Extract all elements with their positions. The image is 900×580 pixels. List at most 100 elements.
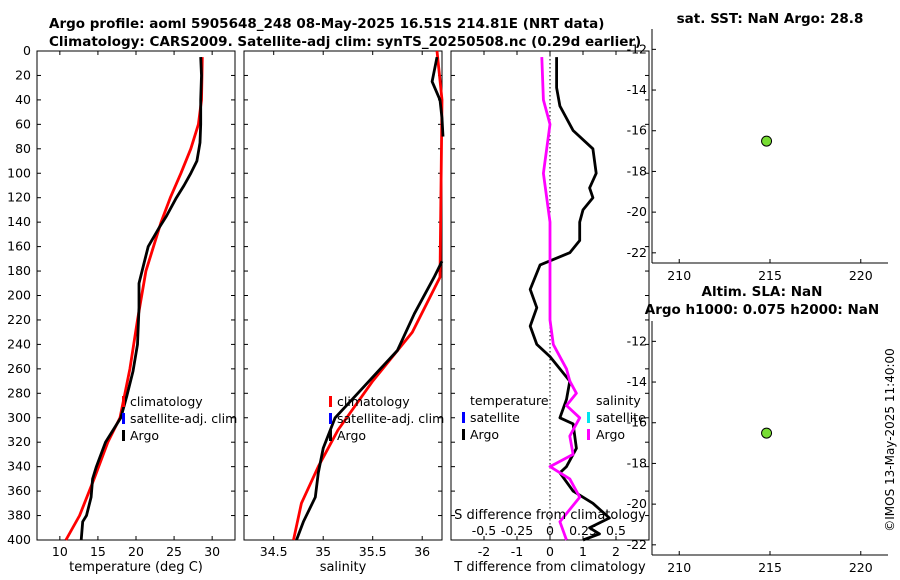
depth-tick-label-4: 80 <box>15 141 31 156</box>
sla-ytick-label-1: -14 <box>627 374 647 389</box>
imos-timestamp-label: ©IMOS 13-May-2025 11:40:00 <box>883 348 897 532</box>
diff-legend-right-swatch-2 <box>587 429 590 440</box>
diff-legend-left-title: temperature <box>470 393 549 408</box>
depth-tick-label-7: 140 <box>7 214 31 229</box>
salinity-xtick-label-3: 36 <box>414 544 430 559</box>
salinity-legend-swatch-0 <box>329 396 332 407</box>
sla-profile-location-point-0 <box>761 427 773 439</box>
depth-tick-label-18: 360 <box>7 483 31 498</box>
sst-xtick-label-1: 215 <box>758 268 782 283</box>
sst-ytick-label-3: -18 <box>627 163 647 178</box>
temperature-xtick-label-2: 20 <box>128 544 144 559</box>
sst-ytick-label-2: -16 <box>627 123 647 138</box>
sla-title-line-2: Argo h1000: 0.075 h2000: NaN <box>645 302 879 318</box>
salinity-legend-label-1: satellite-adj. clim <box>337 411 444 426</box>
diff-legend-left-swatch-2 <box>462 429 465 440</box>
depth-tick-label-19: 380 <box>7 508 31 523</box>
sla-xtick-label-2: 220 <box>849 560 873 575</box>
series-line-difference-1 <box>540 57 582 541</box>
diff-top-tick-label-2: 0 <box>546 523 554 538</box>
difference-xtick-label-0: -2 <box>478 544 490 559</box>
sst-xtick-label-2: 220 <box>849 268 873 283</box>
series-line-temperature-1 <box>79 57 203 541</box>
difference-xtick-label-2: 0 <box>546 544 554 559</box>
sla-xtick-label-1: 215 <box>758 560 782 575</box>
series-line-salinity-1 <box>430 56 445 137</box>
diff-top-axis-label: S difference from climatology <box>454 508 646 523</box>
depth-tick-label-13: 260 <box>7 361 31 376</box>
depth-tick-label-10: 200 <box>7 288 31 303</box>
sla-ytick-label-5: -22 <box>627 537 647 552</box>
salinity-legend-swatch-2 <box>329 430 332 441</box>
diff-legend-left-label-2: Argo <box>470 427 499 442</box>
depth-tick-label-0: 0 <box>23 43 31 58</box>
depth-tick-label-2: 40 <box>15 92 31 107</box>
sst-ytick-label-5: -22 <box>627 245 647 260</box>
sst-title: sat. SST: NaN Argo: 28.8 <box>677 11 864 27</box>
sla-ytick-label-4: -20 <box>627 496 647 511</box>
diff-legend-left-label-1: satellite <box>470 410 520 425</box>
temperature-xtick-label-4: 30 <box>204 544 220 559</box>
salinity-xtick-label-0: 34.5 <box>260 544 288 559</box>
depth-tick-label-20: 400 <box>7 532 31 547</box>
diff-legend-left-swatch-1 <box>462 412 465 423</box>
sst-ytick-label-4: -20 <box>627 204 647 219</box>
depth-tick-label-1: 20 <box>15 67 31 82</box>
depth-tick-label-15: 300 <box>7 410 31 425</box>
salinity-legend-label-2: Argo <box>337 428 366 443</box>
diff-legend-right-title: salinity <box>596 393 641 408</box>
diff-legend-right-label-1: satellite <box>596 410 646 425</box>
depth-tick-label-8: 160 <box>7 239 31 254</box>
temperature-legend-label-1: satellite-adj. clim <box>130 411 237 426</box>
diff-top-tick-label-1: -0.25 <box>501 523 533 538</box>
depth-tick-label-16: 320 <box>7 434 31 449</box>
temperature-legend-label-2: Argo <box>130 428 159 443</box>
salinity-legend-label-0: climatology <box>337 394 410 409</box>
depth-tick-label-14: 280 <box>7 385 31 400</box>
sst-xtick-label-0: 210 <box>667 268 691 283</box>
sst-ytick-label-1: -14 <box>627 82 647 97</box>
difference-xlabel: T difference from climatology <box>453 560 646 575</box>
series-line-difference-0 <box>528 57 611 542</box>
plot-area: 0204060801001201401601802002202402602803… <box>7 11 888 575</box>
difference-xtick-label-1: -1 <box>511 544 523 559</box>
diff-legend-right-label-2: Argo <box>596 427 625 442</box>
title-line-2: Climatology: CARS2009. Satellite-adj cli… <box>49 34 641 50</box>
temperature-legend-swatch-1 <box>122 413 125 424</box>
temperature-axes-frame <box>36 50 236 541</box>
depth-tick-label-6: 120 <box>7 190 31 205</box>
diff-legend-right-swatch-1 <box>587 412 590 423</box>
salinity-axes-frame <box>243 50 443 541</box>
sla-ytick-label-2: -16 <box>627 415 647 430</box>
depth-tick-label-12: 240 <box>7 336 31 351</box>
temperature-xtick-label-0: 10 <box>52 544 68 559</box>
sla-ytick-label-3: -18 <box>627 455 647 470</box>
diff-top-tick-label-0: -0.5 <box>472 523 496 538</box>
temperature-legend-swatch-0 <box>122 396 125 407</box>
depth-tick-label-3: 60 <box>15 116 31 131</box>
salinity-xtick-label-1: 35 <box>315 544 331 559</box>
title-line-1: Argo profile: aoml 5905648_248 08-May-20… <box>49 16 604 32</box>
diff-top-tick-label-3: 0.25 <box>569 523 597 538</box>
depth-tick-label-5: 100 <box>7 165 31 180</box>
temperature-xlabel: temperature (deg C) <box>69 560 203 575</box>
series-line-temperature-0 <box>64 57 204 541</box>
temperature-legend-swatch-2 <box>122 430 125 441</box>
series-line-salinity-2 <box>295 260 444 541</box>
depth-tick-label-17: 340 <box>7 459 31 474</box>
sst-ytick-label-0: -12 <box>627 41 647 56</box>
sla-xtick-label-0: 210 <box>667 560 691 575</box>
series-line-salinity-0 <box>292 50 444 541</box>
sla-title-line-1: Altim. SLA: NaN <box>702 284 823 300</box>
depth-tick-label-9: 180 <box>7 263 31 278</box>
sla-ytick-label-0: -12 <box>627 333 647 348</box>
sst-profile-location-point-0 <box>761 135 773 147</box>
salinity-xlabel: salinity <box>320 560 367 575</box>
diff-top-tick-label-4: 0.5 <box>606 523 626 538</box>
difference-xtick-label-4: 2 <box>612 544 620 559</box>
salinity-legend-swatch-1 <box>329 413 332 424</box>
difference-xtick-label-3: 1 <box>579 544 587 559</box>
temperature-xtick-label-1: 15 <box>90 544 106 559</box>
temperature-legend-label-0: climatology <box>130 394 203 409</box>
